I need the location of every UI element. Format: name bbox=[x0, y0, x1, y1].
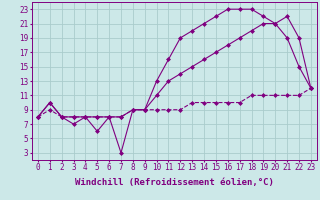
X-axis label: Windchill (Refroidissement éolien,°C): Windchill (Refroidissement éolien,°C) bbox=[75, 178, 274, 187]
